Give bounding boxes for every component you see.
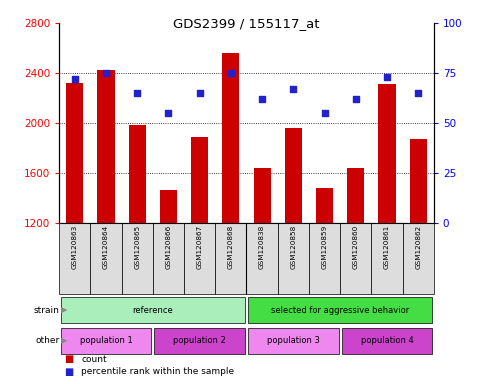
Bar [59,223,90,294]
Bar [403,223,434,294]
Bar [98,71,114,223]
Bar [410,139,427,223]
Bar [379,84,395,223]
Bar [248,328,339,354]
Bar [278,223,309,294]
Bar [309,223,340,294]
Bar [285,128,302,223]
Bar [184,223,215,294]
Point [227,70,235,76]
Text: GSM120859: GSM120859 [321,225,327,269]
Text: population 4: population 4 [361,336,413,345]
Point [196,90,204,96]
Point [352,96,360,102]
Bar [122,223,153,294]
Text: GSM120865: GSM120865 [134,225,140,269]
Bar [248,297,432,323]
Point [102,70,110,76]
Bar [154,328,245,354]
Bar [66,83,83,223]
Bar [61,328,151,354]
Text: GSM120861: GSM120861 [384,225,390,269]
Text: GSM120860: GSM120860 [353,225,359,269]
Bar [61,297,245,323]
Text: GSM120858: GSM120858 [290,225,296,269]
Bar [191,137,208,223]
Text: ■: ■ [64,354,73,364]
Text: reference: reference [133,306,173,314]
Text: GSM120838: GSM120838 [259,225,265,269]
Bar [347,168,364,223]
Text: selected for aggressive behavior: selected for aggressive behavior [271,306,409,314]
Text: population 2: population 2 [174,336,226,345]
Point [258,96,266,102]
Text: GSM120866: GSM120866 [166,225,172,269]
Point [71,76,79,82]
Text: GSM120863: GSM120863 [72,225,78,269]
Text: GSM120867: GSM120867 [197,225,203,269]
Point [165,110,173,116]
Bar [246,223,278,294]
Bar [215,223,246,294]
Bar [129,125,146,223]
Bar [160,190,177,223]
Text: GSM120862: GSM120862 [415,225,421,269]
Text: population 3: population 3 [267,336,320,345]
Point [383,74,391,80]
Text: GDS2399 / 155117_at: GDS2399 / 155117_at [173,17,320,30]
Point [414,90,422,96]
Text: population 1: population 1 [80,336,132,345]
Point [289,86,297,92]
Point [133,90,141,96]
Text: GSM120864: GSM120864 [103,225,109,269]
Bar [342,328,432,354]
Text: percentile rank within the sample: percentile rank within the sample [81,367,235,376]
Bar [316,188,333,223]
Text: ■: ■ [64,367,73,377]
Bar [153,223,184,294]
Bar [222,53,240,223]
Text: other: other [35,336,60,345]
Bar [253,168,271,223]
Point [320,110,328,116]
Text: count: count [81,354,107,364]
Bar [340,223,371,294]
Text: strain: strain [34,306,60,314]
Bar [90,223,122,294]
Bar [371,223,403,294]
Text: GSM120868: GSM120868 [228,225,234,269]
